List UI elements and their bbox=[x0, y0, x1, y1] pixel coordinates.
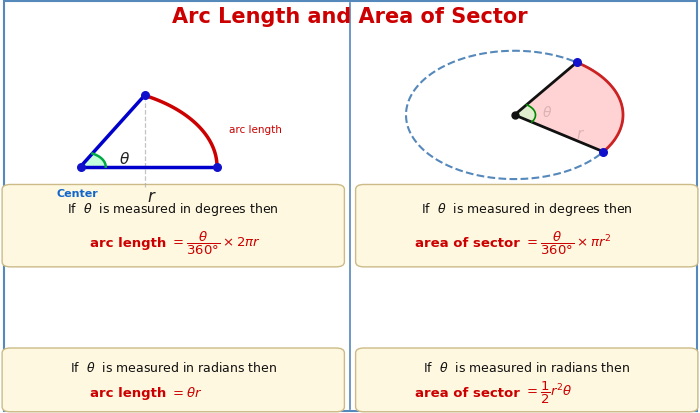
Point bbox=[211, 164, 223, 171]
Text: area of sector: area of sector bbox=[415, 386, 519, 399]
Text: If  $\theta$  is measured in radians then: If $\theta$ is measured in radians then bbox=[423, 360, 631, 374]
Text: $=\dfrac{1}{2}r^2\theta$: $=\dfrac{1}{2}r^2\theta$ bbox=[519, 379, 573, 405]
Point bbox=[509, 112, 520, 119]
Text: arc length: arc length bbox=[229, 125, 282, 135]
Point bbox=[139, 93, 150, 100]
Text: arc length: arc length bbox=[90, 236, 167, 249]
Text: $\theta$: $\theta$ bbox=[542, 105, 553, 120]
Text: If  $\theta$  is measured in degrees then: If $\theta$ is measured in degrees then bbox=[421, 200, 633, 217]
FancyBboxPatch shape bbox=[356, 185, 698, 267]
Text: $= \theta r$: $= \theta r$ bbox=[167, 385, 203, 399]
Point bbox=[75, 164, 86, 171]
Text: If  $\theta$  is measured in degrees then: If $\theta$ is measured in degrees then bbox=[67, 200, 279, 217]
Polygon shape bbox=[514, 105, 536, 123]
Text: Center: Center bbox=[56, 189, 98, 199]
FancyBboxPatch shape bbox=[2, 348, 344, 412]
Text: $r$: $r$ bbox=[575, 127, 584, 142]
Point bbox=[571, 60, 582, 66]
Text: $=\dfrac{\theta}{360°}\times 2\pi r$: $=\dfrac{\theta}{360°}\times 2\pi r$ bbox=[167, 229, 261, 256]
Text: If  $\theta$  is measured in radians then: If $\theta$ is measured in radians then bbox=[69, 360, 277, 374]
Polygon shape bbox=[514, 63, 623, 152]
Text: area of sector: area of sector bbox=[415, 236, 519, 249]
FancyBboxPatch shape bbox=[2, 185, 344, 267]
FancyBboxPatch shape bbox=[356, 348, 698, 412]
Point bbox=[598, 149, 609, 156]
Text: $\theta$: $\theta$ bbox=[119, 150, 130, 166]
Text: arc length: arc length bbox=[90, 386, 167, 399]
Text: $=\dfrac{\theta}{360°}\times \pi r^2$: $=\dfrac{\theta}{360°}\times \pi r^2$ bbox=[519, 229, 611, 256]
Text: Arc Length and Area of Sector: Arc Length and Area of Sector bbox=[172, 7, 528, 27]
Polygon shape bbox=[80, 154, 106, 167]
Text: $r$: $r$ bbox=[146, 187, 156, 205]
FancyBboxPatch shape bbox=[4, 2, 696, 411]
